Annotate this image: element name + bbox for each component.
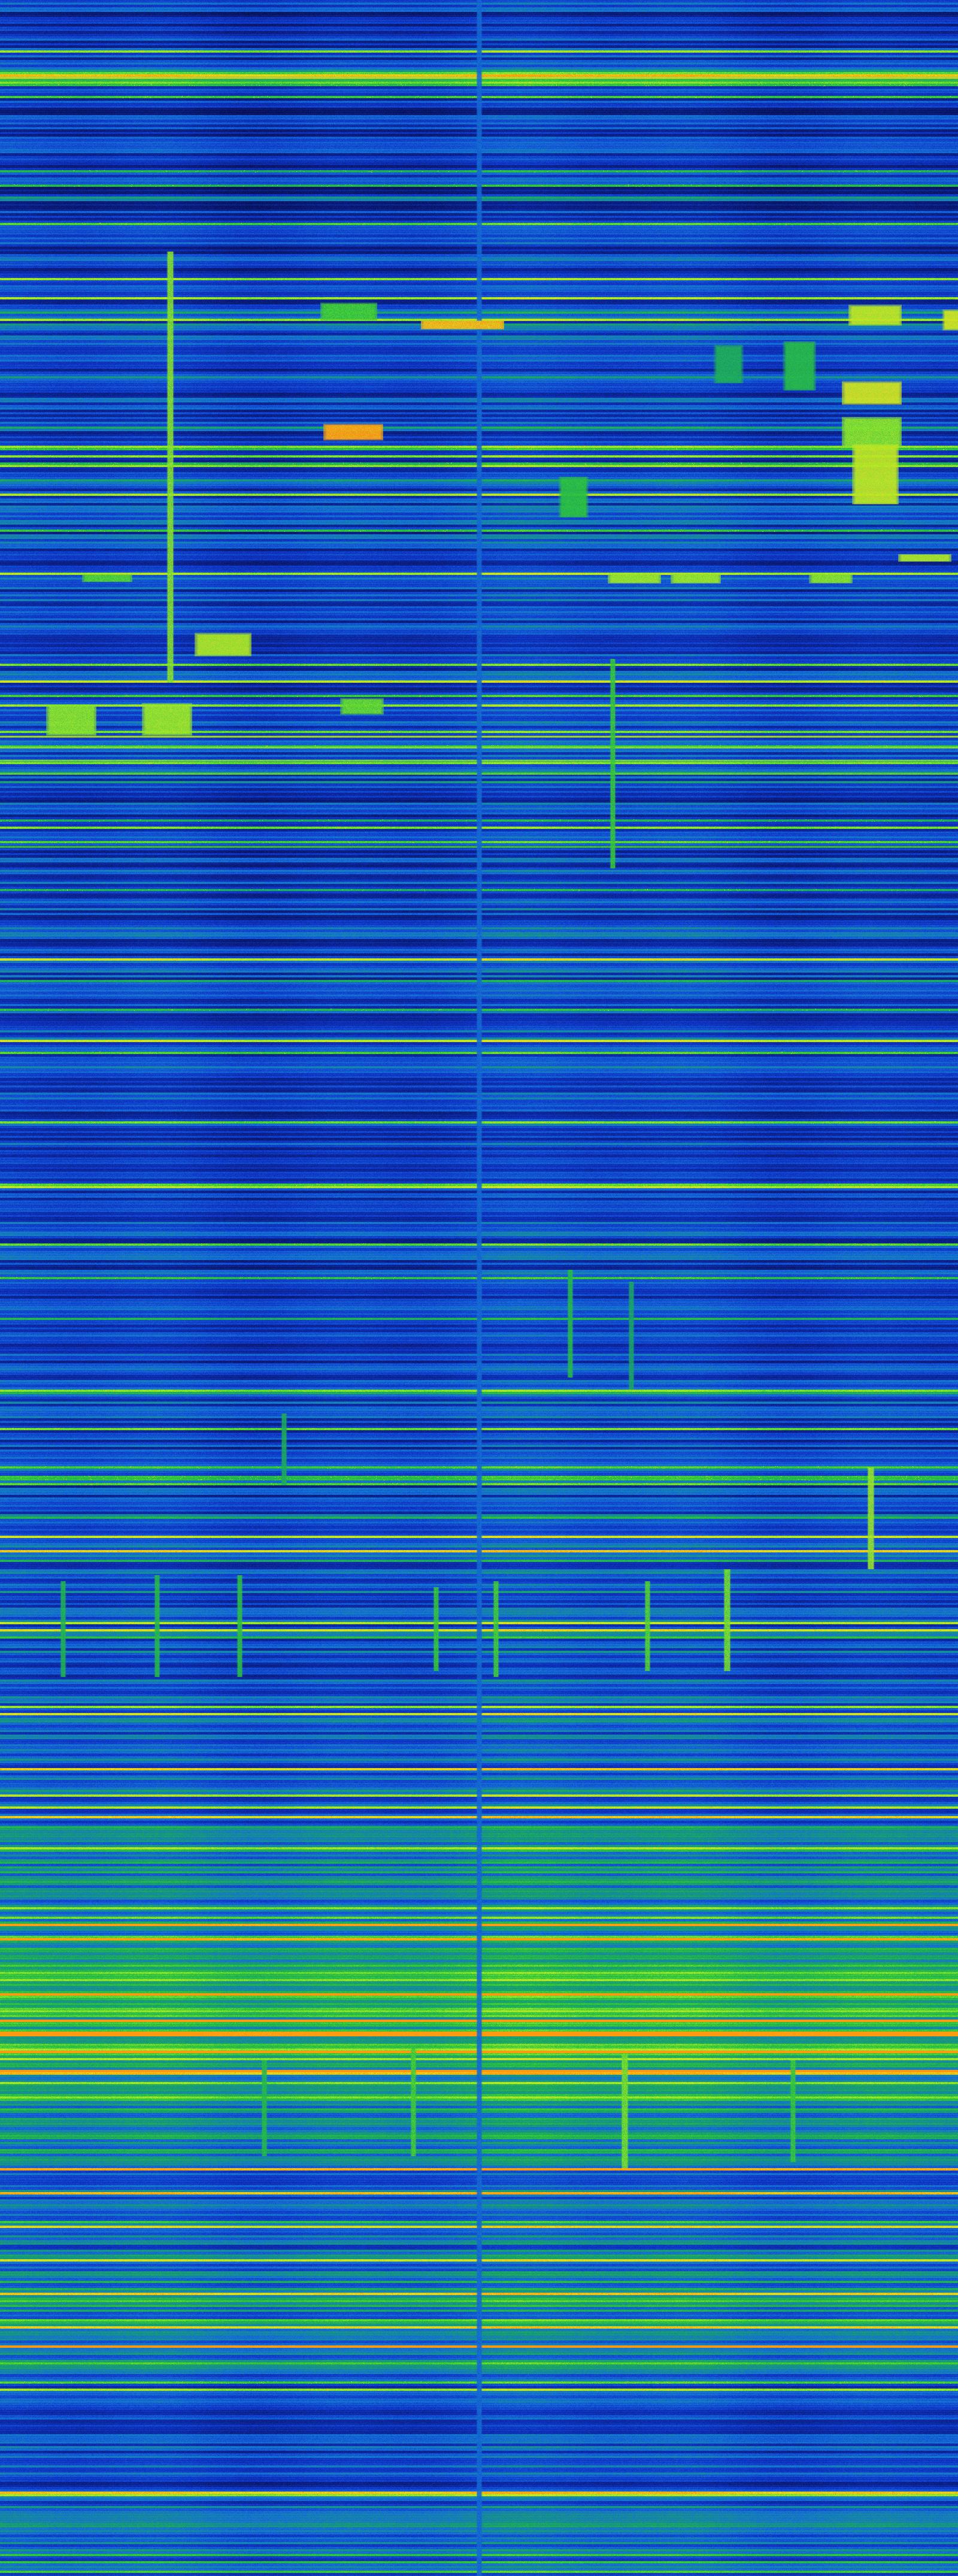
heatmap-canvas bbox=[0, 0, 958, 2576]
heatmap-figure bbox=[0, 0, 958, 2576]
